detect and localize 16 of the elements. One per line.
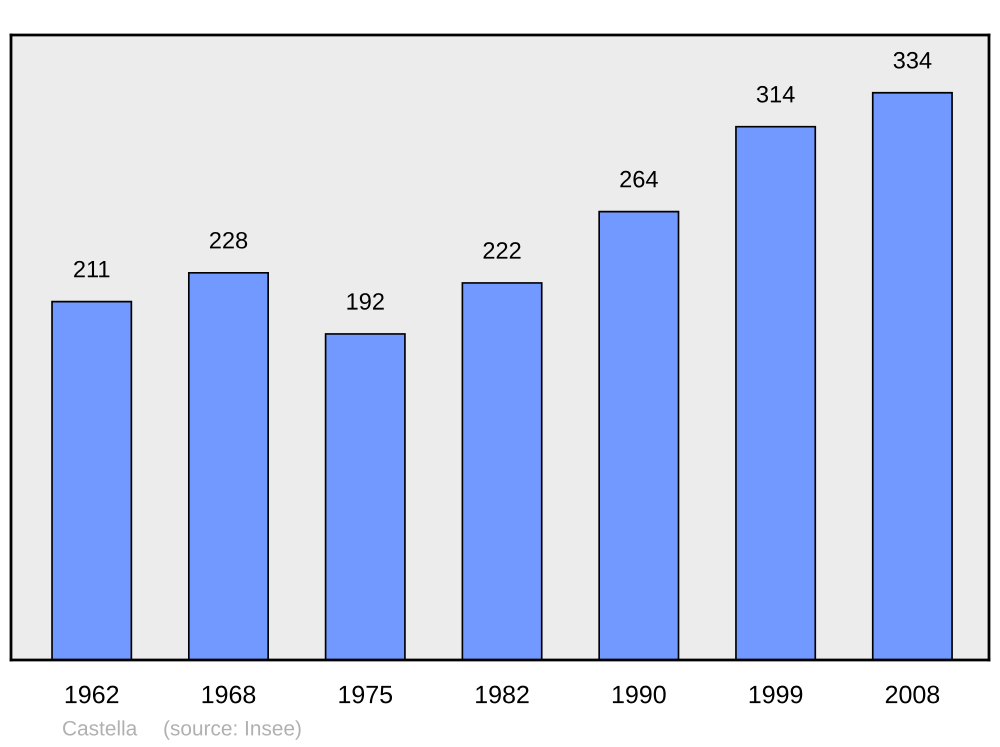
x-tick-label: 1990 xyxy=(612,686,666,704)
text: Castella xyxy=(63,720,138,736)
x-tick-label: 1968 xyxy=(202,686,256,704)
x-tick-label: 1962 xyxy=(66,686,118,704)
x-tick-label: 1999 xyxy=(750,686,802,704)
data-label: 222 xyxy=(484,242,521,259)
data-label: 211 xyxy=(74,260,110,278)
x-tick-label: 1975 xyxy=(339,686,392,704)
x-tick-label: 1982 xyxy=(476,686,529,704)
data-label: 192 xyxy=(347,293,384,310)
data-label: 334 xyxy=(894,52,932,69)
data-label: 314 xyxy=(756,86,795,103)
data-label: 228 xyxy=(210,232,248,249)
data-label: 264 xyxy=(620,170,658,188)
x-tick-label: 2008 xyxy=(886,686,940,704)
text: (source: Insee) xyxy=(164,720,301,740)
